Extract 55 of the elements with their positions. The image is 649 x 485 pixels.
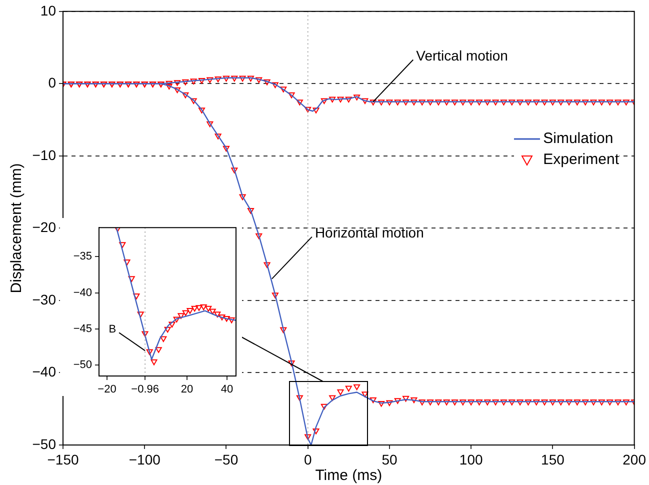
y-tick-label: −10 [32, 146, 56, 163]
x-tick-label: 20 [180, 384, 194, 396]
point [186, 308, 194, 314]
y-tick-label: −50 [73, 359, 92, 372]
x-tick-label: 150 [541, 451, 565, 468]
point [119, 242, 126, 248]
point [205, 306, 212, 312]
point [178, 313, 184, 319]
point [155, 347, 162, 353]
annotation: Vertical motion [416, 48, 508, 64]
y-tick-label: −50 [32, 436, 56, 452]
point [173, 316, 180, 323]
point [124, 260, 130, 266]
legend-label: Experiment [543, 150, 619, 170]
point [160, 336, 167, 342]
point [218, 314, 226, 320]
x-tick-label: −100 [128, 451, 161, 468]
y-tick-label: 0 [48, 74, 56, 91]
x-tick-label: −150 [47, 451, 79, 468]
point [200, 304, 207, 310]
point [223, 316, 230, 322]
point [214, 312, 221, 318]
x-tick-label: −20 [98, 384, 116, 396]
point [146, 349, 153, 356]
y-tick-label: 10 [40, 2, 56, 18]
x-tick-label: 0 [304, 451, 312, 468]
x-tick-label: 100 [459, 451, 483, 468]
point [209, 308, 216, 315]
y-axis-title: Displacement (mm) [8, 163, 26, 294]
point [228, 317, 235, 324]
x-tick-label: 40 [220, 384, 234, 396]
y-tick-label: −40 [32, 364, 56, 380]
x-tick-label: 200 [622, 451, 646, 468]
x-tick-label: −50 [214, 451, 238, 468]
point [191, 306, 198, 312]
y-tick-label: −30 [32, 291, 56, 308]
point [133, 294, 140, 300]
y-tick-label: −35 [73, 250, 92, 263]
point [137, 312, 144, 318]
x-tick-label: −0.96 [131, 384, 159, 396]
y-tick-label: −45 [73, 322, 92, 335]
point [142, 331, 148, 337]
annotation: B [108, 324, 116, 336]
point [128, 276, 135, 282]
x-axis-title: Time (ms) [315, 467, 382, 484]
point [182, 310, 189, 316]
y-tick-label: −40 [73, 286, 92, 299]
annotation: Horizontal motion [314, 224, 424, 241]
legend-label: Simulation [543, 129, 614, 149]
point [150, 359, 158, 366]
point [168, 322, 176, 328]
point [164, 326, 171, 333]
x-tick-label: 50 [382, 451, 398, 468]
point [196, 305, 202, 311]
y-tick-label: −20 [32, 219, 56, 236]
